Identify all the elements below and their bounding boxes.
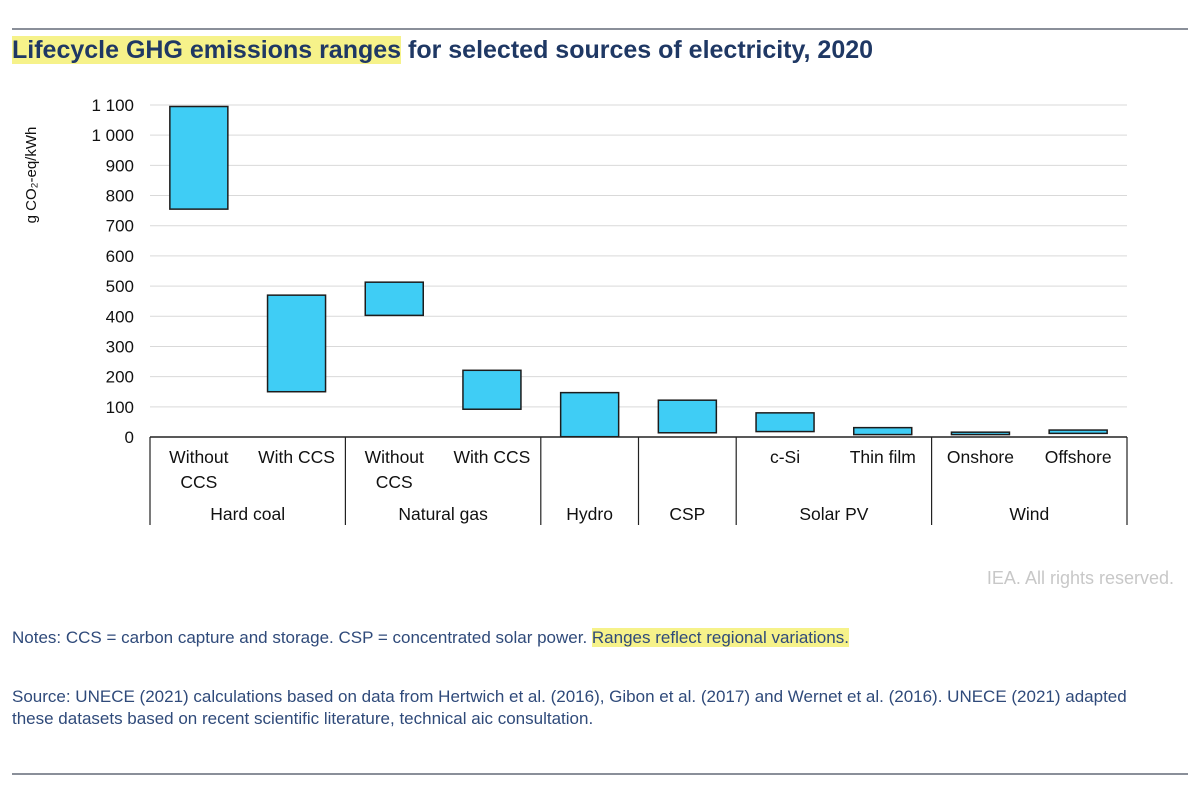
y-tick-label: 100 [106, 398, 134, 417]
bottom-rule [12, 773, 1188, 775]
group-label: Hard coal [210, 504, 285, 524]
x-axis [149, 436, 1128, 525]
group-label: CSP [669, 504, 705, 524]
range-bar [853, 426, 913, 436]
category-label: c-Si [770, 447, 800, 467]
chart-title: Lifecycle GHG emissions ranges for selec… [12, 36, 873, 65]
category-label: CCS [180, 472, 217, 492]
group-label: Natural gas [398, 504, 488, 524]
y-axis-label: g CO₂-eq/kWh [23, 127, 40, 224]
range-bar [169, 105, 229, 210]
y-axis-ticks: 0 100 200 300 400 500 600 700 800 900 1 000 1 100 [91, 96, 134, 447]
category-label: Offshore [1045, 447, 1112, 467]
category-labels: Without CCS With CCS Without CCS With CCS c-Si… [169, 447, 1111, 492]
category-label: Onshore [947, 447, 1014, 467]
group-label: Solar PV [799, 504, 868, 524]
y-tick-label: 800 [106, 187, 134, 206]
group-labels: Hard coal Natural gas Hydro CSP Solar PV Wind [210, 504, 1049, 524]
chart-title-highlight: Lifecycle GHG emissions ranges [12, 36, 402, 64]
range-bar [657, 399, 718, 434]
source-note: Source: UNECE (2021) calculations based … [12, 687, 1127, 728]
category-label: CCS [376, 472, 413, 492]
y-tick-label: 500 [106, 277, 134, 296]
range-bar [755, 412, 815, 433]
range-bar [266, 294, 327, 393]
notes-text: Notes: CCS = carbon capture and storage.… [12, 628, 592, 647]
range-bar [1048, 429, 1108, 435]
y-tick-label: 0 [125, 428, 134, 447]
chart: 0 100 200 300 400 500 600 700 800 900 1 000 1 100 g… [23, 96, 1128, 525]
y-tick-label: 600 [106, 247, 134, 266]
y-tick-label: 300 [106, 337, 134, 356]
category-label: Without [365, 447, 424, 467]
group-label: Wind [1009, 504, 1049, 524]
y-tick-label: 700 [106, 217, 134, 236]
chart-title-rest: for selected sources of electricity, 202… [401, 36, 874, 64]
top-rule [12, 28, 1188, 30]
y-tick-label: 1 100 [91, 96, 134, 115]
range-bar [462, 369, 522, 410]
y-tick-label: 900 [106, 156, 134, 175]
category-label: With CCS [454, 447, 531, 467]
range-bar [950, 431, 1011, 436]
notes-highlight: Ranges reflect regional variations. [591, 628, 849, 647]
y-tick-label: 400 [106, 307, 134, 326]
range-bar [364, 281, 424, 317]
group-label: Hydro [566, 504, 613, 524]
y-tick-label: 1 000 [91, 126, 134, 145]
y-tick-label: 200 [106, 368, 134, 387]
category-label: Thin film [850, 447, 916, 467]
category-label: Without [169, 447, 228, 467]
category-label: With CCS [258, 447, 335, 467]
copyright-note: IEA. All rights reserved. [986, 568, 1174, 588]
range-bar [559, 391, 620, 438]
notes: Notes: CCS = carbon capture and storage.… [12, 628, 849, 648]
bars [169, 105, 1108, 438]
